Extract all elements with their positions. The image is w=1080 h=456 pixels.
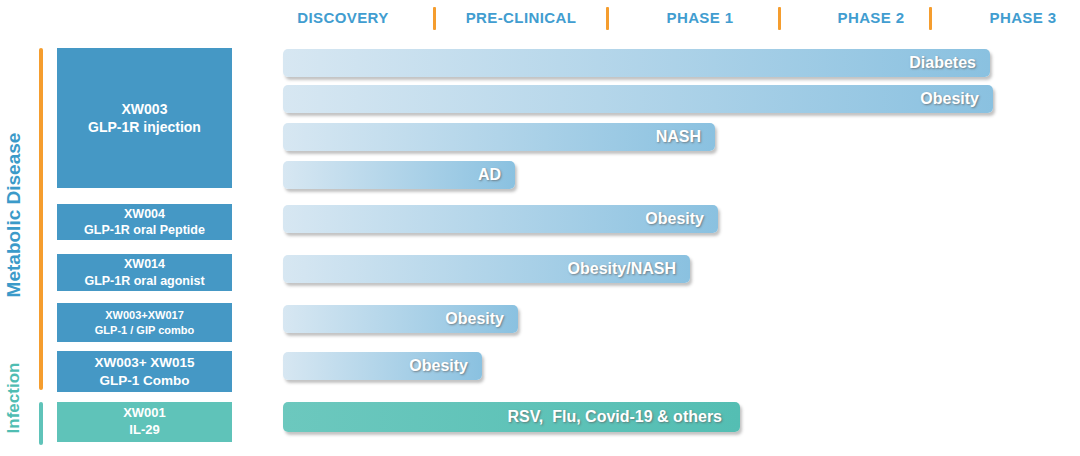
program-code: XW001 [57, 405, 232, 422]
pipeline-bar-xw003-xw017-obesity: Obesity [283, 305, 518, 333]
phase-header-phase-1: PHASE 1 [667, 9, 734, 26]
program-description: GLP-1R injection [57, 118, 232, 136]
program-box-xw003: XW003GLP-1R injection [57, 48, 232, 188]
pipeline-bar-xw003-obesity: Obesity [283, 85, 993, 113]
category-label-infection: Infection [4, 363, 24, 434]
category-rule-metabolic-disease [39, 48, 43, 390]
program-code: XW004 [57, 206, 232, 222]
indication-label: Obesity [409, 357, 482, 375]
program-code: XW014 [57, 256, 232, 272]
pipeline-bar-xw003-xw015-obesity: Obesity [283, 352, 482, 380]
phase-header-phase-2: PHASE 2 [838, 9, 905, 26]
program-code: XW003 [57, 100, 232, 118]
indication-label: Obesity [445, 310, 518, 328]
phase-header-pre-clinical: PRE-CLINICAL [466, 9, 577, 26]
indication-label: Obesity/NASH [568, 260, 690, 278]
pipeline-bar-xw003-ad: AD [283, 161, 515, 189]
program-box-xw014: XW014GLP-1R oral agonist [57, 254, 232, 291]
indication-label: Obesity [920, 90, 993, 108]
pipeline-bar-xw003-diabetes: Diabetes [283, 49, 990, 77]
program-box-xw001: XW001IL-29 [57, 402, 232, 442]
indication-label: NASH [656, 128, 715, 146]
phase-divider-3 [778, 7, 781, 30]
pipeline-bar-xw001-rsv-flu-covid-19-others: RSV, Flu, Covid-19 & others [283, 402, 740, 432]
program-code: XW003+XW017 [57, 308, 232, 322]
program-description: IL-29 [57, 422, 232, 439]
pipeline-bar-xw004-obesity: Obesity [283, 205, 718, 233]
pipeline-bar-xw014-obesity-nash: Obesity/NASH [283, 255, 690, 283]
category-rule-infection [39, 402, 43, 445]
program-description: GLP-1R oral agonist [57, 273, 232, 289]
indication-label: RSV, Flu, Covid-19 & others [507, 408, 740, 426]
indication-label: Obesity [645, 210, 718, 228]
program-box-xw004: XW004GLP-1R oral Peptide [57, 204, 232, 240]
program-code: XW003+ XW015 [57, 354, 232, 372]
program-description: GLP-1 / GIP combo [57, 323, 232, 337]
program-box-xw003-xw015: XW003+ XW015GLP-1 Combo [57, 351, 232, 392]
pipeline-chart: DISCOVERY PRE-CLINICAL PHASE 1 PHASE 2 PHASE… [0, 0, 1080, 456]
indication-label: Diabetes [909, 54, 990, 72]
phase-divider-4 [929, 7, 932, 30]
pipeline-bar-xw003-nash: NASH [283, 123, 715, 151]
program-box-xw003-xw017: XW003+XW017GLP-1 / GIP combo [57, 303, 232, 342]
phase-divider-2 [606, 7, 609, 30]
phase-header-phase-3: PHASE 3 [990, 9, 1057, 26]
program-description: GLP-1R oral Peptide [57, 222, 232, 238]
indication-label: AD [478, 166, 515, 184]
category-label-metabolic-disease: Metabolic Disease [3, 133, 25, 298]
program-description: GLP-1 Combo [57, 372, 232, 390]
phase-header-discovery: DISCOVERY [297, 9, 388, 26]
phase-divider-1 [433, 7, 436, 30]
